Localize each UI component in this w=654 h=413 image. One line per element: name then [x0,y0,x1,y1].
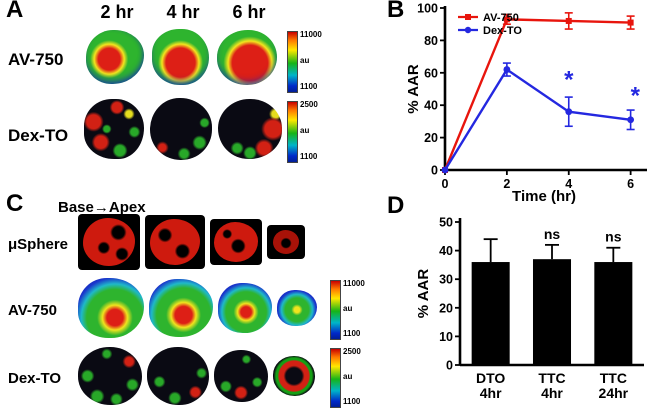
colorbar-max: 2500 [343,347,361,356]
colorbar-labels: 11000 au 1100 [300,31,322,91]
heart-image-av750-slice3 [218,283,272,333]
colorbar-unit: au [343,372,353,381]
svg-text:80: 80 [424,34,438,48]
svg-text:60: 60 [424,66,438,80]
colorbar-max: 11000 [300,30,322,39]
heart-image-dexto-slice3 [214,350,268,402]
heart-image-usphere-slice4 [267,225,305,259]
svg-text:TTC: TTC [600,370,627,386]
svg-text:24hr: 24hr [599,385,629,401]
heart-image-av750-2hr [86,30,144,84]
svg-text:30: 30 [439,273,453,287]
base-apex-label: Base→Apex [58,199,146,216]
svg-text:6: 6 [627,177,634,191]
dexto-heart-images [84,97,282,161]
row-label-av750-c: AV-750 [8,302,57,319]
line-chart-aar-vs-time: 0 20 40 60 80 100 0 2 4 6 Time (hr) % AAR AV-750Dex-… [405,2,647,205]
svg-text:4hr: 4hr [541,385,563,401]
heart-image-usphere-slice1 [78,214,140,270]
svg-text:100: 100 [417,2,438,16]
heart-image-av750-slice4 [277,290,317,326]
heart-image-av750-slice1 [78,278,144,338]
colorbar-av750-a: 11000 au 1100 [287,31,322,93]
heart-image-dexto-2hr [84,99,144,159]
svg-text:*: * [564,66,574,93]
colorbar-gradient [287,31,298,93]
colorbar-dexto-c: 2500 au 1100 [330,348,361,408]
svg-text:20: 20 [424,131,438,145]
colorbar-unit: au [300,126,310,135]
svg-text:TTC: TTC [538,370,565,386]
colorbar-labels: 2500 au 1100 [300,101,318,161]
colorbar-min: 1100 [343,329,361,338]
heart-image-usphere-slice3 [210,219,262,265]
svg-text:*: * [631,83,641,110]
usphere-stain-blob [82,217,136,267]
colorbar-max: 2500 [300,100,318,109]
heart-image-usphere-slice2 [145,215,205,269]
svg-text:20: 20 [439,301,453,315]
colorbar-gradient [330,280,341,340]
heart-image-av750-slice2 [149,279,213,337]
panel-d-label: D [387,192,405,219]
heart-image-av750-6hr [217,29,277,85]
svg-text:0: 0 [446,359,453,373]
svg-text:ns: ns [605,229,622,245]
colorbar-min: 1100 [343,397,361,406]
colorbar-gradient [330,348,341,408]
colorbar-unit: au [343,304,353,313]
timepoint-6hr: 6 hr [232,2,266,22]
panel-a-label: A [6,0,24,23]
heart-image-dexto-4hr [150,98,212,160]
heart-image-dexto-slice4 [273,356,315,396]
row-label-usphere: μSphere [8,236,69,253]
colorbar-labels: 11000 au 1100 [343,280,365,338]
svg-text:40: 40 [424,99,438,113]
colorbar-unit: au [300,56,310,65]
svg-text:2: 2 [503,177,510,191]
svg-text:Time (hr): Time (hr) [512,188,576,205]
heart-image-dexto-6hr [218,99,282,159]
svg-text:% AAR: % AAR [405,64,422,114]
colorbar-dexto-a: 2500 au 1100 [287,101,318,163]
av750-heart-images [86,27,277,87]
usphere-stain-blob [272,229,300,255]
svg-text:DTO: DTO [476,370,505,386]
svg-text:ns: ns [544,226,561,242]
colorbar-labels: 2500 au 1100 [343,348,361,406]
svg-text:0: 0 [431,164,438,178]
usphere-stain-blob [214,222,258,262]
panel-c-label: C [6,190,24,217]
colorbar-min: 1100 [300,82,318,91]
row-label-dexto-c: Dex-TO [8,370,62,387]
colorbar-min: 1100 [300,152,318,161]
heart-image-dexto-slice2 [147,347,209,405]
timepoint-headers: 2 hr 4 hr 6 hr [84,2,282,23]
dexto-slice-images [78,344,315,408]
svg-text:4: 4 [565,177,572,191]
svg-text:10: 10 [439,330,453,344]
svg-text:4hr: 4hr [480,385,502,401]
timepoint-2hr: 2 hr [100,2,134,22]
usphere-stain-blob [149,218,201,266]
svg-text:Dex-TO: Dex-TO [483,25,522,37]
colorbar-av750-c: 11000 au 1100 [330,280,365,340]
timepoint-4hr: 4 hr [166,2,200,22]
av750-slice-images [78,276,317,340]
heart-image-av750-4hr [152,29,209,85]
row-label-dexto: Dex-TO [8,126,69,145]
usphere-heart-images [78,212,305,272]
panel-b-label: B [387,0,405,23]
svg-text:% AAR: % AAR [415,269,432,319]
svg-text:40: 40 [439,244,453,258]
svg-text:0: 0 [442,177,449,191]
svg-text:AV-750: AV-750 [483,12,519,24]
colorbar-max: 11000 [343,279,365,288]
heart-image-dexto-slice1 [78,347,142,405]
colorbar-gradient [287,101,298,163]
svg-text:50: 50 [439,216,453,230]
row-label-av750: AV-750 [8,50,64,69]
